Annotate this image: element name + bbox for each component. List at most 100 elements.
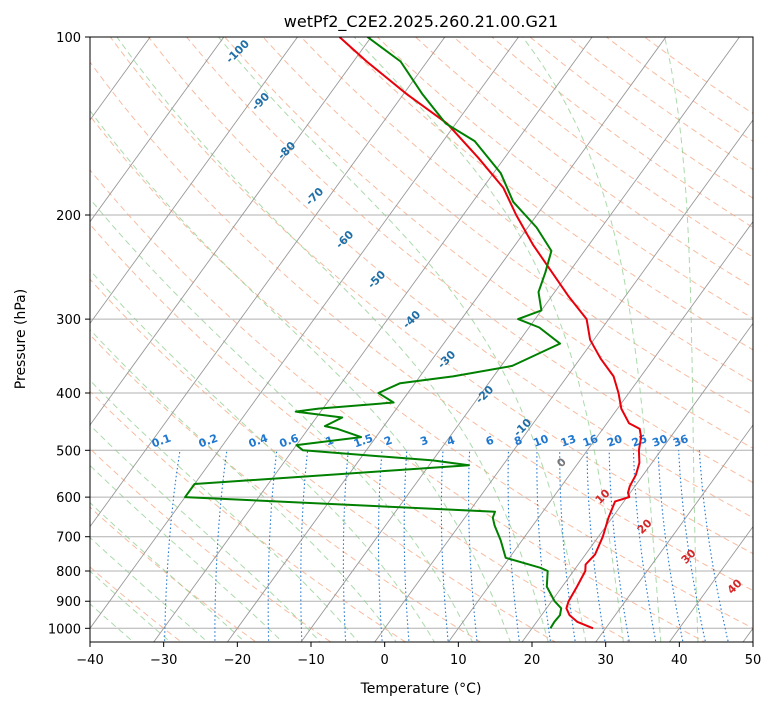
moist-adiabat-line [522, 37, 662, 642]
isotherm-line [90, 37, 299, 325]
mixing-ratio-label: 0.1 [150, 432, 173, 451]
moist-adiabat-line [218, 37, 587, 642]
moist-adiabat-line [90, 464, 284, 642]
mixing-ratio-label: 25 [630, 432, 649, 449]
y-tick-label: 700 [56, 531, 81, 546]
mixing-ratio-line [377, 450, 383, 642]
isotherm-line [90, 37, 520, 630]
mixing-ratio-line [632, 450, 657, 642]
isotherm-line [374, 119, 753, 642]
mixing-ratio-line [214, 450, 228, 642]
y-tick-label: 300 [56, 313, 81, 328]
y-tick-label: 200 [56, 209, 81, 224]
mixing-ratio-line [267, 450, 278, 642]
mixing-ratio-label: 0.2 [197, 432, 220, 451]
dry-adiabat-line [90, 447, 332, 642]
moist-adiabats [90, 37, 699, 642]
x-tick-label: −40 [76, 653, 103, 668]
y-tick-label: 900 [56, 595, 81, 610]
mixing-ratio-line [678, 450, 707, 642]
dry-adiabat-line [185, 37, 753, 484]
y-tick-label: 600 [56, 491, 81, 506]
plot-frame [89, 36, 754, 643]
x-tick-label: −20 [224, 653, 251, 668]
isotherm-line [668, 525, 753, 642]
dry-adiabat-line [90, 115, 753, 629]
moist-adiabat-line [90, 379, 359, 642]
x-axis-title: Temperature (°C) [360, 681, 482, 697]
mixing-ratio-label: 2 [382, 434, 394, 449]
dry-adiabat-line [90, 506, 257, 642]
mixing-ratio-line [403, 450, 410, 642]
moist-adiabat-line [90, 109, 511, 642]
y-tick-label: 100 [56, 31, 81, 46]
isotherm-line [447, 220, 753, 642]
isotherm-line [90, 37, 446, 528]
isotherm-line [153, 37, 593, 642]
mixing-ratio-line [300, 450, 309, 642]
mixing-ratio-label: 0.6 [278, 431, 301, 450]
isotherm-line [90, 37, 372, 426]
moist-adiabat-line [90, 570, 172, 642]
mixing-ratio-label: 6 [484, 433, 496, 448]
dry-adiabat-line [90, 278, 557, 642]
dry-adiabat-line [147, 37, 753, 519]
dry-adiabat-line [224, 37, 753, 449]
dry-adiabat-line [90, 61, 753, 592]
x-tick-label: 50 [745, 653, 762, 668]
isotherm-line [300, 37, 741, 642]
pressure-gridlines [90, 37, 753, 629]
y-tick-label: 400 [56, 387, 81, 402]
moist-adiabat-line [90, 198, 474, 642]
profiles [184, 37, 643, 630]
dry-adiabats [90, 37, 753, 642]
mixing-ratio-label: 16 [581, 432, 600, 450]
mixing-ratio-label: 13 [559, 432, 578, 449]
dry-adiabat-line [90, 223, 632, 642]
isotherms [90, 37, 753, 642]
mixing-ratio-line [536, 450, 552, 642]
mixing-ratio-label: 8 [512, 434, 524, 449]
mixing-ratio-label: 20 [605, 432, 624, 450]
x-tick-label: 10 [450, 653, 467, 668]
dewpoint-profile [184, 37, 563, 629]
mixing-ratio-label: 4 [445, 433, 457, 448]
x-tick-label: 0 [381, 653, 389, 668]
moist-adiabat-line [90, 328, 397, 642]
dry-adiabat-line [338, 37, 753, 351]
dry-adiabat-line [90, 169, 706, 642]
mixing-ratio-line [342, 450, 349, 642]
moist-adiabat-line [90, 269, 435, 642]
mixing-ratio-label: 36 [671, 432, 690, 450]
mixing-ratio-line [657, 450, 684, 642]
x-axis: −40 −30 −20 −10 0 10 20 30 40 50 [76, 642, 761, 668]
y-axis: 100 200 300 400 500 600 700 800 900 1000 [48, 31, 90, 637]
isotherm-line [226, 37, 667, 642]
mixing-ratio-line [586, 450, 606, 642]
chart-title: wetPf2_C2E2.2025.260.21.00.G21 [284, 12, 558, 32]
background-lines [90, 37, 753, 642]
dry-adiabat-line [90, 334, 482, 642]
x-tick-label: 40 [671, 653, 688, 668]
mixing-ratio-line [559, 450, 576, 642]
isotherm-line [595, 424, 753, 642]
mixing-ratio-line [507, 450, 520, 642]
x-tick-label: 20 [524, 653, 541, 668]
moist-adiabat-line [90, 536, 209, 642]
y-axis-title: Pressure (hPa) [13, 289, 29, 389]
mixing-ratio-line [608, 450, 630, 642]
mixing-ratio-line [440, 450, 449, 642]
dry-adiabat-line [109, 37, 753, 555]
temperature-profile [338, 37, 643, 630]
x-tick-label: −10 [297, 653, 324, 668]
isotherm-line [90, 37, 151, 121]
mixing-ratio-line [164, 450, 181, 642]
moist-adiabat-line [353, 37, 624, 642]
dry-adiabat-line [376, 37, 753, 319]
y-tick-label: 1000 [48, 622, 81, 637]
moist-adiabat-line [90, 603, 135, 642]
moist-adiabat-line [664, 37, 699, 642]
x-tick-label: 30 [597, 653, 614, 668]
mixing-ratio-label: 30 [650, 432, 669, 450]
